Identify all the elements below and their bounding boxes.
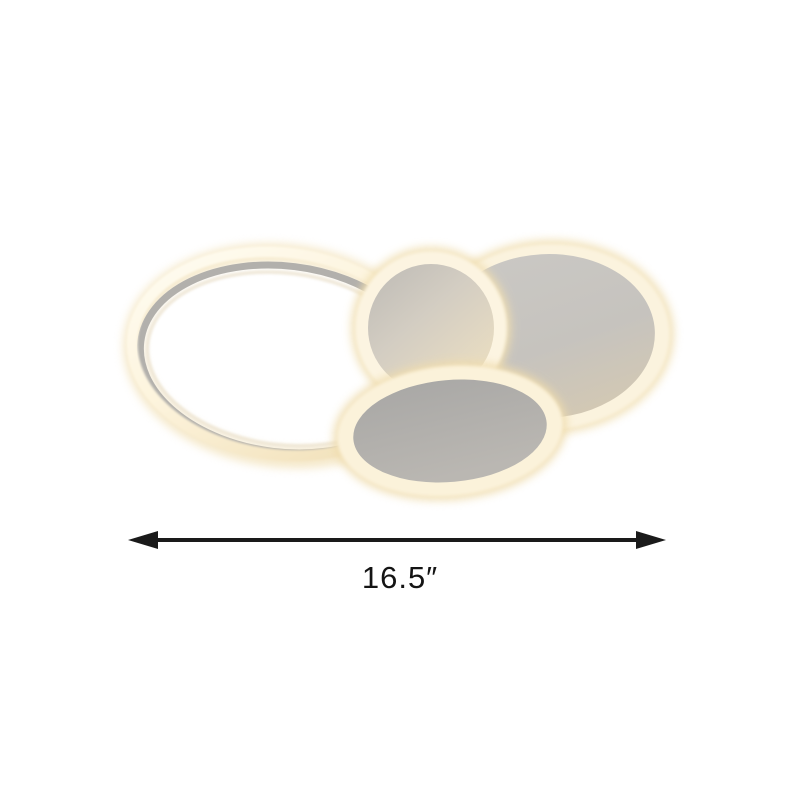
dimension-arrow (128, 531, 666, 549)
left-arrowhead-icon (128, 531, 158, 549)
right-arrowhead-icon (636, 531, 666, 549)
panel-disc-small (333, 361, 567, 501)
dimension-label: 16.5″ (361, 560, 439, 595)
